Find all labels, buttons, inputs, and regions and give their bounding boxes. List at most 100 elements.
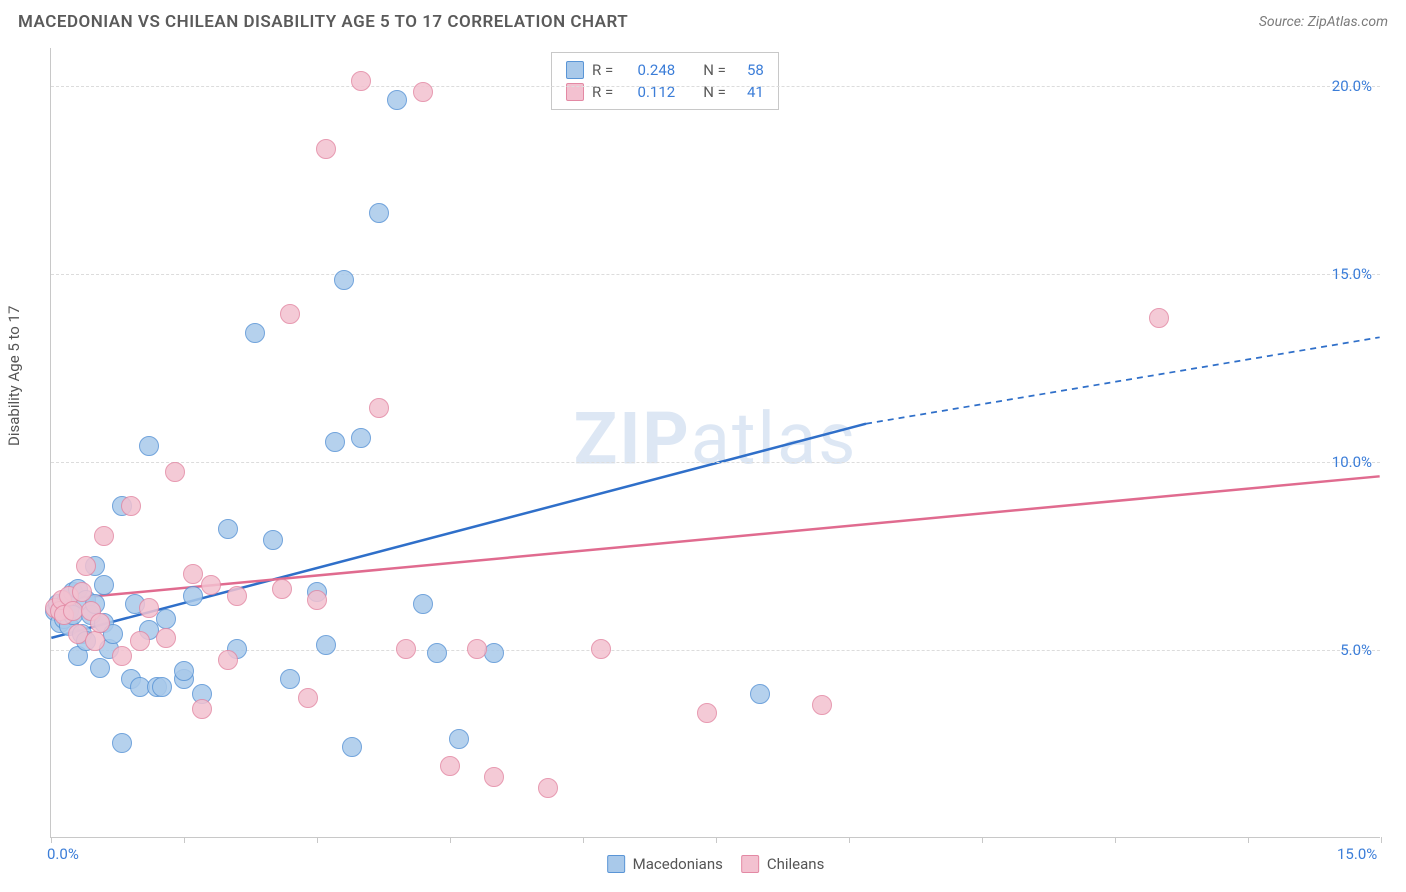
- scatter-point: [94, 575, 114, 595]
- legend-series: Macedonians Chileans: [607, 853, 825, 875]
- scatter-point: [139, 598, 159, 618]
- scatter-point: [440, 756, 460, 776]
- scatter-point: [351, 71, 371, 91]
- scatter-point: [697, 703, 717, 723]
- gridline: [51, 86, 1380, 87]
- legend-swatch: [607, 855, 625, 873]
- legend-stat-row: R = 0.248 N = 58: [566, 59, 764, 81]
- scatter-point: [750, 684, 770, 704]
- gridline: [51, 462, 1380, 463]
- scatter-point: [351, 428, 371, 448]
- scatter-point: [245, 323, 265, 343]
- legend-r-label: R =: [592, 61, 613, 79]
- scatter-point: [387, 90, 407, 110]
- x-tick: [317, 837, 318, 843]
- y-axis-label: Disability Age 5 to 17: [5, 306, 23, 446]
- y-tick-label: 5.0%: [1340, 641, 1372, 659]
- gridline: [51, 274, 1380, 275]
- chart-title: MACEDONIAN VS CHILEAN DISABILITY AGE 5 T…: [18, 12, 628, 32]
- scatter-point: [218, 519, 238, 539]
- legend-n-value: 58: [736, 61, 764, 79]
- scatter-point: [183, 564, 203, 584]
- trend-line: [51, 476, 1379, 600]
- scatter-point: [165, 462, 185, 482]
- legend-swatch: [741, 855, 759, 873]
- scatter-point: [413, 82, 433, 102]
- scatter-point: [369, 398, 389, 418]
- scatter-point: [272, 579, 292, 599]
- x-tick: [51, 837, 52, 843]
- scatter-point: [396, 639, 416, 659]
- scatter-point: [449, 729, 469, 749]
- scatter-point: [263, 530, 283, 550]
- scatter-point: [201, 575, 221, 595]
- source-label: Source: ZipAtlas.com: [1259, 14, 1388, 30]
- watermark-bold: ZIP: [574, 396, 691, 481]
- x-tick: [849, 837, 850, 843]
- legend-series-item: Macedonians: [607, 853, 723, 875]
- scatter-point: [174, 661, 194, 681]
- scatter-point: [413, 594, 433, 614]
- scatter-point: [121, 496, 141, 516]
- scatter-point: [316, 635, 336, 655]
- scatter-point: [316, 139, 336, 159]
- scatter-point: [298, 688, 318, 708]
- scatter-point: [130, 631, 150, 651]
- watermark: ZIPatlas: [574, 396, 858, 481]
- scatter-point: [72, 582, 92, 602]
- scatter-point: [538, 778, 558, 798]
- scatter-point: [90, 613, 110, 633]
- legend-stat-row: R =0.112N =41: [566, 81, 764, 103]
- scatter-point: [227, 586, 247, 606]
- x-tick: [184, 837, 185, 843]
- scatter-point: [192, 699, 212, 719]
- scatter-point: [183, 586, 203, 606]
- legend-series-label: Macedonians: [633, 855, 723, 873]
- x-tick: [716, 837, 717, 843]
- scatter-point: [156, 609, 176, 629]
- x-tick-label: 15.0%: [1337, 845, 1377, 863]
- x-tick: [1381, 837, 1382, 843]
- scatter-point: [369, 203, 389, 223]
- legend-r-value: 0.248: [623, 61, 675, 79]
- scatter-point: [427, 643, 447, 663]
- x-tick: [982, 837, 983, 843]
- y-tick-label: 10.0%: [1332, 453, 1372, 471]
- scatter-point: [218, 650, 238, 670]
- trend-lines: [51, 48, 1380, 837]
- scatter-point: [280, 304, 300, 324]
- x-tick: [1115, 837, 1116, 843]
- x-tick: [450, 837, 451, 843]
- plot-area: ZIPatlas R =0.248N =58R =0.112N =41 Mace…: [50, 48, 1380, 838]
- x-tick-label: 0.0%: [47, 845, 79, 863]
- title-bar: MACEDONIAN VS CHILEAN DISABILITY AGE 5 T…: [18, 12, 1388, 32]
- x-tick: [1248, 837, 1249, 843]
- watermark-rest: atlas: [691, 396, 858, 481]
- scatter-point: [112, 733, 132, 753]
- scatter-point: [1149, 308, 1169, 328]
- scatter-point: [325, 432, 345, 452]
- legend-stats: R = 0.248 N = 58 R =0.112N =41: [551, 52, 779, 110]
- scatter-point: [156, 628, 176, 648]
- y-tick-label: 20.0%: [1332, 77, 1372, 95]
- scatter-point: [85, 631, 105, 651]
- scatter-point: [76, 556, 96, 576]
- legend-series-item: Chileans: [741, 853, 824, 875]
- scatter-point: [334, 270, 354, 290]
- scatter-point: [812, 695, 832, 715]
- y-tick-label: 15.0%: [1332, 265, 1372, 283]
- scatter-point: [152, 677, 172, 697]
- trend-line-dashed: [866, 337, 1380, 423]
- scatter-point: [280, 669, 300, 689]
- scatter-point: [90, 658, 110, 678]
- scatter-point: [307, 590, 327, 610]
- scatter-point: [484, 643, 504, 663]
- legend-swatch: [566, 61, 584, 79]
- scatter-point: [112, 646, 132, 666]
- scatter-point: [467, 639, 487, 659]
- trend-line: [51, 424, 866, 638]
- legend-n-label: N =: [703, 61, 726, 79]
- scatter-point: [342, 737, 362, 757]
- scatter-point: [484, 767, 504, 787]
- x-tick: [583, 837, 584, 843]
